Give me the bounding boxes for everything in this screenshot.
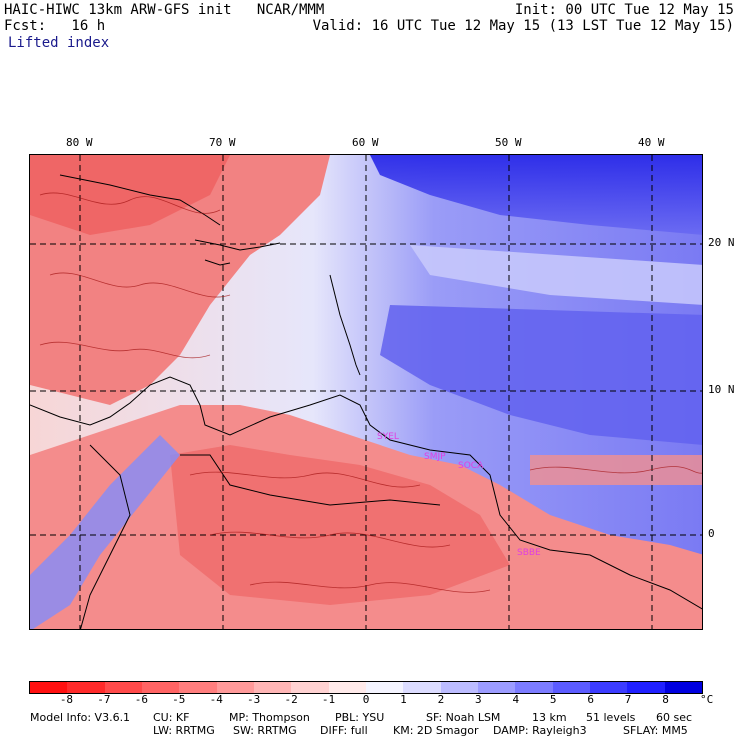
colorbar-tick-label: -1 [321,693,336,706]
model-info-sflay: SFLAY: MM5 [623,724,688,737]
lat-label-0: 0 [708,527,715,540]
valid-time: Valid: 16 UTC Tue 12 May 15 (13 LST Tue … [312,18,734,34]
colorbar-tick-label: 6 [587,693,594,706]
colorbar-cell [515,682,553,693]
colorbar-tick-label: 0 [362,693,370,706]
lat-label-10n: 10 N [708,383,735,396]
colorbar-cell [104,682,142,693]
stable-zone-pacific [30,435,180,629]
colorbar-unit: °C [700,693,714,706]
colorbar-cell [627,682,665,693]
model-info-timestep: 60 sec [656,711,693,724]
colorbar-tick-label: 7 [624,693,632,706]
forecast-hour: Fcst: 16 h [4,18,106,34]
colorbar-tick-label: -7 [97,693,111,706]
colorbar-tick-label: -8 [59,693,74,706]
colorbar-tick-label: -4 [209,693,223,706]
coastlines [30,174,702,629]
colorbar-cell [179,682,217,693]
colorbar-cell [403,682,441,693]
colorbar [29,681,703,694]
colorbar-tick-label: 2 [437,693,445,706]
lon-label-60w: 60 W [352,136,379,149]
station-smjp: SMJP [424,452,446,462]
colorbar-tick-label: 4 [512,693,520,706]
colorbar-cell [365,682,404,693]
colorbar-cell [291,682,329,693]
lon-label-70w: 70 W [209,136,236,149]
map-panel [29,154,703,630]
colorbar-tick-label: -3 [247,693,261,706]
colorbar-tick-label: -6 [134,693,148,706]
colorbar-cell [477,682,516,693]
lat-label-20n: 20 N [708,236,735,249]
model-info-sw: SW: RRTMG [233,724,297,737]
colorbar-cell [30,682,68,693]
colorbar-tick-label: -5 [172,693,186,706]
unstable-band-atlantic [530,455,702,485]
model-info-damp: DAMP: Rayleigh3 [493,724,587,737]
colorbar-cell [141,682,180,693]
unstable-core-amazon [170,445,510,605]
station-syel: SYEL [377,432,399,442]
model-info-km: KM: 2D Smagor [393,724,479,737]
colorbar-cell [67,682,105,693]
model-info-pbl: PBL: YSU [335,711,385,724]
contour-lines [39,192,702,593]
model-info-mp: MP: Thompson [229,711,310,724]
model-info-cu: CU: KF [153,711,190,724]
field-name: Lifted index [8,35,110,51]
colorbar-cell [664,682,702,693]
model-info-version: Model Info: V3.6.1 [30,711,131,724]
lon-label-50w: 50 W [495,136,522,149]
init-time: Init: 00 UTC Tue 12 May 15 [514,2,734,18]
lifted-index-map [30,155,702,629]
colorbar-tick-label: 3 [475,693,482,706]
stable-zone-east [380,305,702,445]
station-sbbe: SBBE [517,548,541,558]
light-band-east [410,245,702,305]
station-soca: SOCA [458,461,484,471]
stable-band-north [370,155,702,235]
colorbar-cell [216,682,254,693]
model-info-lw: LW: RRTMG [153,724,215,737]
colorbar-cell [440,682,478,693]
colorbar-tick-label: 1 [400,693,407,706]
colorbar-cell [552,682,590,693]
lat-lon-grid [30,155,702,629]
model-info-levels: 51 levels [586,711,636,724]
lon-label-40w: 40 W [638,136,665,149]
model-info-resolution: 13 km [532,711,567,724]
colorbar-tick-label: 8 [662,693,669,706]
plot-title: HAIC-HIWC 13km ARW-GFS init NCAR/MMM [4,2,325,18]
lon-label-80w: 80 W [66,136,93,149]
model-info-diff: DIFF: full [320,724,368,737]
colorbar-cell [328,682,366,693]
colorbar-cell [253,682,292,693]
model-info-sf: SF: Noah LSM [426,711,501,724]
colorbar-tick-label: -2 [284,693,298,706]
colorbar-tick-label: 5 [549,693,557,706]
colorbar-cell [589,682,628,693]
